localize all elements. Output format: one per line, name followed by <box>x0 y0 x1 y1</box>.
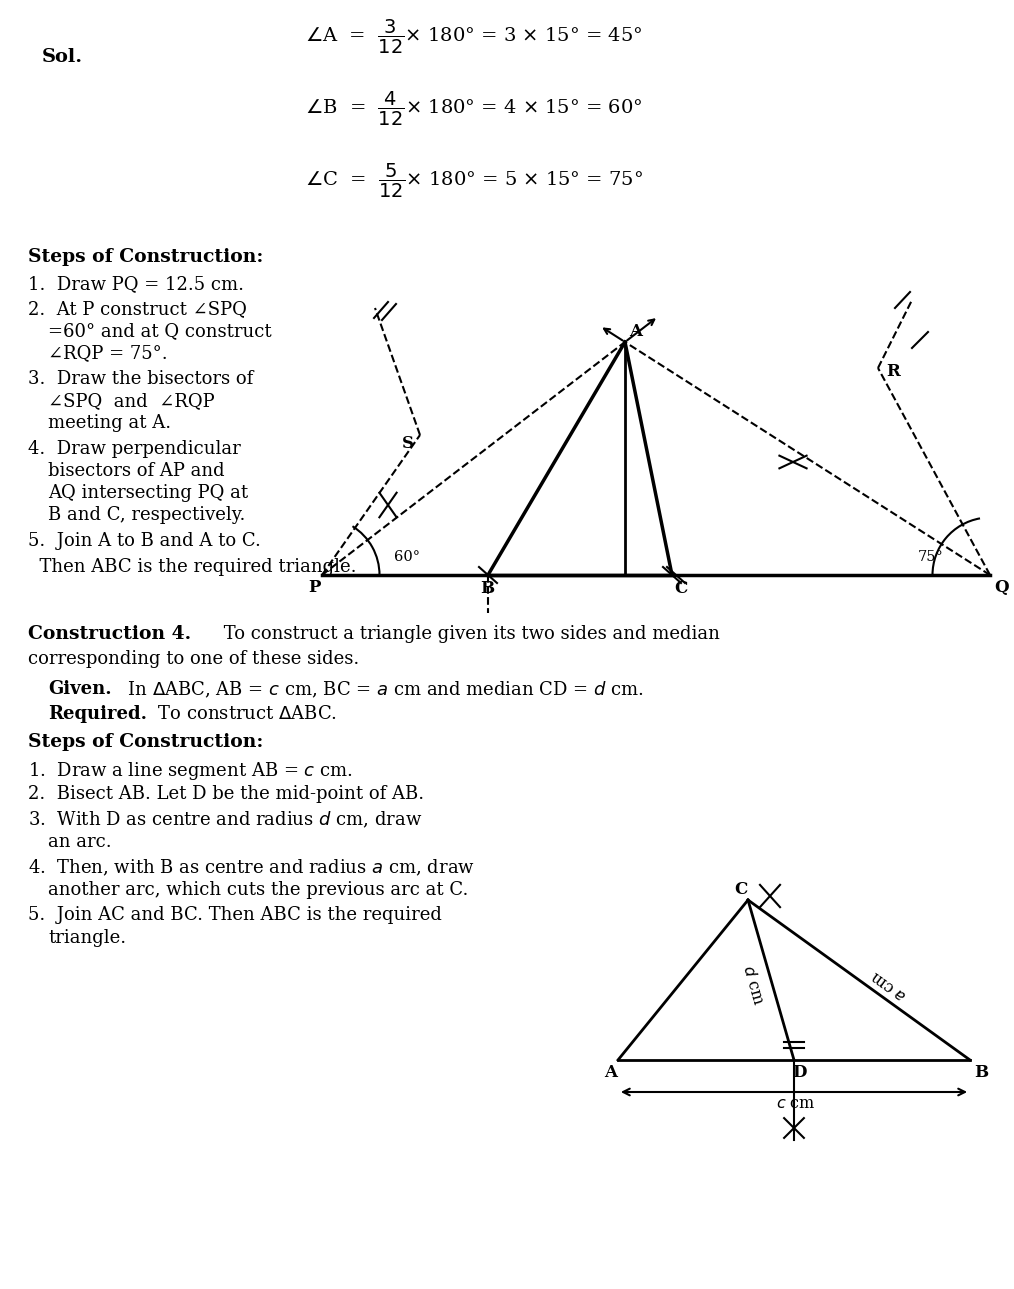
Text: A: A <box>629 324 642 340</box>
Text: 5.  Join AC and BC. Then ABC is the required: 5. Join AC and BC. Then ABC is the requi… <box>28 906 442 924</box>
Text: meeting at A.: meeting at A. <box>48 414 171 432</box>
Text: S: S <box>402 434 414 452</box>
Text: To construct a triangle given its two sides and median: To construct a triangle given its two si… <box>218 625 720 643</box>
Text: 60°: 60° <box>394 550 420 565</box>
Text: 3.  With D as centre and radius $d$ cm, draw: 3. With D as centre and radius $d$ cm, d… <box>28 809 422 830</box>
Text: $d$ cm: $d$ cm <box>739 963 767 1007</box>
Text: $\angle$A  =  $\dfrac{3}{12}$$\times$ 180° = 3 $\times$ 15° = 45°: $\angle$A = $\dfrac{3}{12}$$\times$ 180°… <box>305 18 642 57</box>
Text: 1.  Draw PQ = 12.5 cm.: 1. Draw PQ = 12.5 cm. <box>28 275 244 293</box>
Text: $\angle$C  =  $\dfrac{5}{12}$$\times$ 180° = 5 $\times$ 15° = 75°: $\angle$C = $\dfrac{5}{12}$$\times$ 180°… <box>305 162 643 200</box>
Text: Then ABC is the required triangle.: Then ABC is the required triangle. <box>28 558 357 576</box>
Text: B and C, respectively.: B and C, respectively. <box>48 507 245 525</box>
Text: R: R <box>886 363 899 380</box>
Text: Construction 4.: Construction 4. <box>28 625 191 643</box>
Text: P: P <box>308 579 320 596</box>
Text: 5.  Join A to B and A to C.: 5. Join A to B and A to C. <box>28 532 261 550</box>
Text: 75°: 75° <box>918 550 944 565</box>
Text: $\angle$B  =  $\dfrac{4}{12}$$\times$ 180° = 4 $\times$ 15° = 60°: $\angle$B = $\dfrac{4}{12}$$\times$ 180°… <box>305 90 643 128</box>
Text: 2.  At P construct ∠SPQ: 2. At P construct ∠SPQ <box>28 300 246 318</box>
Text: B: B <box>480 580 494 597</box>
Text: ∠SPQ  and  ∠RQP: ∠SPQ and ∠RQP <box>48 392 215 410</box>
Text: 4.  Draw perpendicular: 4. Draw perpendicular <box>28 440 240 458</box>
Text: C: C <box>674 580 687 597</box>
Text: 1.  Draw a line segment AB = $c$ cm.: 1. Draw a line segment AB = $c$ cm. <box>28 761 353 782</box>
Text: ∠RQP = 75°.: ∠RQP = 75°. <box>48 344 167 362</box>
Text: =60° and at Q construct: =60° and at Q construct <box>48 322 272 340</box>
Text: corresponding to one of these sides.: corresponding to one of these sides. <box>28 650 359 668</box>
Text: D: D <box>792 1063 806 1081</box>
Text: triangle.: triangle. <box>48 929 126 947</box>
Text: In $\Delta$ABC, AB = $c$ cm, BC = $a$ cm and median CD = $d$ cm.: In $\Delta$ABC, AB = $c$ cm, BC = $a$ cm… <box>122 681 644 700</box>
Text: Q: Q <box>994 579 1009 596</box>
Text: another arc, which cuts the previous arc at C.: another arc, which cuts the previous arc… <box>48 880 468 898</box>
Text: A: A <box>604 1063 617 1081</box>
Text: Given.: Given. <box>48 681 112 699</box>
Text: Required.: Required. <box>48 705 147 723</box>
Text: Sol.: Sol. <box>42 48 83 66</box>
Text: $c$ cm: $c$ cm <box>776 1094 815 1112</box>
Text: 2.  Bisect AB. Let D be the mid-point of AB.: 2. Bisect AB. Let D be the mid-point of … <box>28 785 424 803</box>
Text: B: B <box>974 1063 988 1081</box>
Text: bisectors of AP and: bisectors of AP and <box>48 461 225 480</box>
Text: 3.  Draw the bisectors of: 3. Draw the bisectors of <box>28 370 254 388</box>
Text: 4.  Then, with B as centre and radius $a$ cm, draw: 4. Then, with B as centre and radius $a$… <box>28 858 475 878</box>
Text: Steps of Construction:: Steps of Construction: <box>28 733 264 751</box>
Text: $a$ cm: $a$ cm <box>867 967 910 1004</box>
Text: Steps of Construction:: Steps of Construction: <box>28 247 264 266</box>
Text: To construct $\Delta$ABC.: To construct $\Delta$ABC. <box>152 705 337 723</box>
Text: AQ intersecting PQ at: AQ intersecting PQ at <box>48 483 248 501</box>
Text: C: C <box>734 880 747 898</box>
Text: an arc.: an arc. <box>48 833 112 851</box>
